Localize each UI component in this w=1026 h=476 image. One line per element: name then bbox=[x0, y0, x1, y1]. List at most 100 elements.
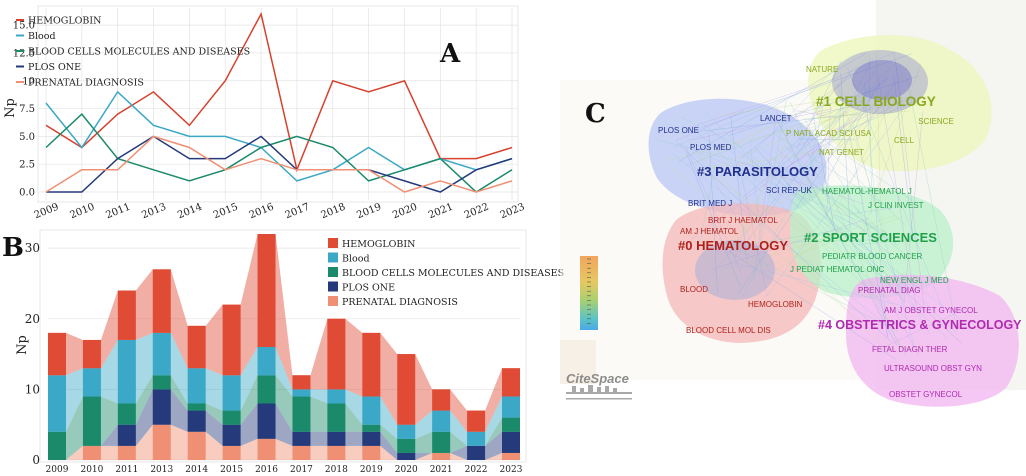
panel-b-xtick-label: 2013 bbox=[150, 465, 173, 475]
network-link bbox=[782, 163, 874, 255]
journal-label: FETAL DIAGN THER bbox=[872, 345, 948, 354]
panel-b-bar-segment bbox=[432, 389, 451, 411]
panel-b-legend-label: Blood bbox=[342, 254, 370, 265]
panel-b-bar-segment bbox=[327, 403, 346, 432]
network-link bbox=[751, 195, 760, 283]
network-link bbox=[782, 96, 910, 170]
network-link bbox=[732, 249, 737, 278]
panel-b-legend-swatch bbox=[328, 267, 338, 277]
panel-b-bar-segment bbox=[117, 424, 136, 446]
cluster-area-obstetrics bbox=[846, 274, 1019, 407]
panel-b-bar-segment bbox=[362, 396, 381, 425]
network-link bbox=[784, 105, 874, 170]
panel-b-xtick-label: 2022 bbox=[465, 465, 488, 475]
panel-b-bar-segment bbox=[502, 417, 520, 432]
panel-b-bar-segment bbox=[187, 431, 206, 460]
panel-a-xtick-label: 2019 bbox=[355, 202, 383, 222]
network-link bbox=[675, 110, 745, 141]
network-link bbox=[729, 75, 919, 136]
network-link bbox=[676, 142, 886, 233]
network-link bbox=[895, 61, 926, 315]
panel-b-bar-segment bbox=[222, 375, 241, 411]
panel-b-bar-segment bbox=[292, 375, 311, 390]
network-link bbox=[745, 215, 896, 265]
network-link bbox=[738, 161, 768, 297]
panel-b-bar-segment bbox=[257, 438, 276, 460]
panel-b-bar-segment bbox=[82, 368, 101, 397]
panel-a-ylabel: Np bbox=[3, 98, 18, 118]
panel-a-xtick-label: 2011 bbox=[104, 202, 132, 222]
journal-label: PLOS ONE bbox=[658, 126, 699, 135]
network-link bbox=[762, 76, 845, 188]
panel-b-bar-segment bbox=[257, 375, 276, 404]
year-color-bar bbox=[580, 256, 598, 330]
network-link bbox=[723, 246, 746, 254]
network-link bbox=[883, 60, 912, 102]
panel-a-xtick-label: 2009 bbox=[33, 202, 61, 222]
network-link bbox=[737, 83, 880, 295]
panel-b-bar-segment bbox=[117, 290, 136, 340]
panel-b-xtick-label: 2023 bbox=[500, 465, 523, 475]
network-background-patch bbox=[560, 340, 596, 384]
panel-b-bar-segment bbox=[397, 354, 416, 425]
panel-b-letter: B bbox=[2, 233, 24, 263]
network-link bbox=[840, 202, 910, 259]
network-link bbox=[731, 163, 877, 257]
network-link bbox=[698, 165, 716, 251]
network-link bbox=[838, 105, 841, 141]
panel-b-bar-segment bbox=[82, 445, 101, 460]
network-link bbox=[708, 133, 718, 293]
node-cloud-cell-biology bbox=[832, 50, 928, 114]
panel-a-line-chart: 0.0 2.5 5.0 7.5 10 12.5 15.0 2009 2010 2011 2013 20… bbox=[3, 5, 527, 222]
network-link bbox=[711, 218, 869, 270]
panel-a-legend: HEMOGLOBIN Blood BLOOD CELLS MOLECULES AND… bbox=[16, 16, 250, 89]
panel-a-series-line bbox=[45, 113, 513, 193]
panel-b-xtick-label: 2010 bbox=[80, 465, 103, 475]
panel-b-legend-label: PLOS ONE bbox=[342, 283, 395, 294]
panel-b-bar-segment bbox=[397, 452, 416, 460]
network-link bbox=[740, 84, 877, 183]
network-link bbox=[809, 124, 848, 157]
journal-label: J CLIN INVEST bbox=[868, 201, 924, 210]
citespace-logo: CiteSpace bbox=[566, 371, 632, 400]
network-link bbox=[849, 135, 889, 338]
panel-b-bar-segment bbox=[292, 431, 311, 446]
network-link bbox=[703, 247, 716, 268]
panel-a-xtick-label: 2018 bbox=[319, 202, 347, 222]
panel-b-bar-segment bbox=[152, 332, 171, 376]
panel-c-letter: C bbox=[585, 99, 606, 129]
network-links bbox=[657, 51, 970, 360]
panel-a-xtick-label: 2017 bbox=[284, 202, 312, 222]
journal-label: ULTRASOUND OBST GYN bbox=[884, 364, 982, 373]
panel-a-legend-label: PRENATAL DIAGNOSIS bbox=[28, 78, 144, 89]
network-link bbox=[794, 111, 878, 148]
panel-a-xtick-label: 2020 bbox=[391, 202, 419, 222]
network-link bbox=[723, 93, 874, 116]
panel-a-ytick-label: 2.5 bbox=[19, 160, 35, 171]
panel-a-ytick-label: 0.0 bbox=[19, 188, 35, 199]
network-link bbox=[883, 306, 970, 348]
panel-b-bar-segment bbox=[152, 424, 171, 460]
panel-b-xtick-label: 2020 bbox=[395, 465, 418, 475]
panel-a-ytick-label: 10 bbox=[22, 76, 35, 87]
panel-b-bar-segment bbox=[222, 445, 241, 460]
panel-a-xtick-label: 2021 bbox=[427, 202, 455, 222]
panel-b-bar-segment bbox=[82, 396, 101, 446]
panel-b-bar-segment bbox=[362, 332, 381, 397]
panel-b-bar-segment bbox=[362, 431, 381, 446]
panel-b-legend: HEMOGLOBIN Blood BLOOD CELLS MOLECULES AND… bbox=[328, 238, 564, 308]
journal-label: PEDIATR BLOOD CANCER bbox=[822, 252, 923, 261]
network-link bbox=[857, 240, 906, 245]
network-link bbox=[840, 73, 851, 230]
panel-a-xtick-label: 2023 bbox=[499, 202, 527, 222]
panel-b-bar-segment bbox=[327, 445, 346, 460]
panel-b-bar-segment bbox=[257, 234, 276, 347]
network-link bbox=[769, 225, 846, 275]
cluster-area-hematology bbox=[662, 203, 821, 343]
network-link bbox=[665, 99, 908, 161]
panel-a-xtick-label: 2022 bbox=[463, 202, 491, 222]
panel-b-bar-segment bbox=[187, 410, 206, 432]
panel-a-legend-label: PLOS ONE bbox=[28, 62, 81, 73]
panel-b-legend-swatch bbox=[328, 252, 338, 263]
panel-b-bar-segment bbox=[187, 325, 206, 369]
